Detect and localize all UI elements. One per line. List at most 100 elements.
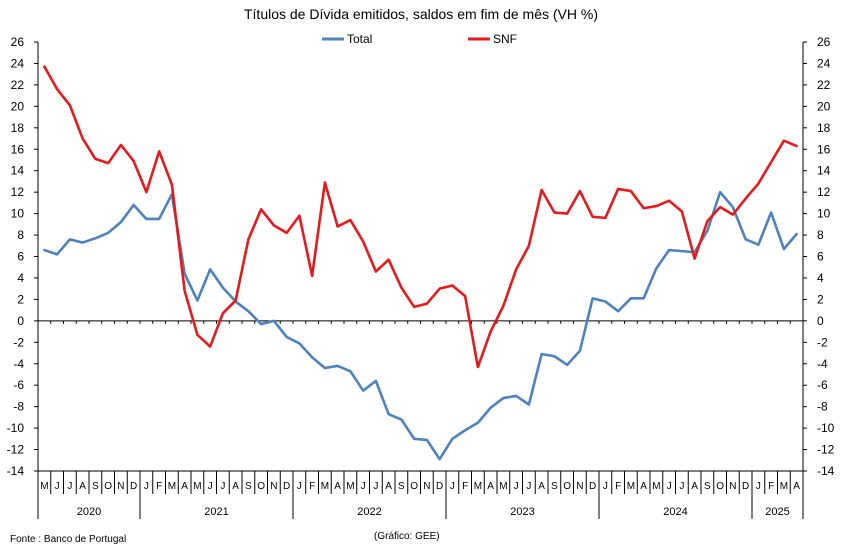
month-label: J — [144, 481, 149, 492]
month-label: M — [652, 481, 660, 492]
month-label: S — [398, 481, 405, 492]
month-label: D — [436, 481, 443, 492]
y-tick-label-left: 18 — [11, 121, 25, 135]
y-tick-label-left: -6 — [13, 378, 24, 392]
month-label: A — [334, 481, 341, 492]
y-tick-label-left: -12 — [7, 443, 25, 457]
month-label: A — [181, 481, 188, 492]
year-label: 2025 — [765, 506, 789, 518]
y-tick-label-left: 20 — [11, 99, 25, 113]
month-label: N — [423, 481, 430, 492]
month-label: M — [499, 481, 507, 492]
month-label: J — [450, 481, 455, 492]
month-label: M — [474, 481, 482, 492]
month-label: M — [627, 481, 635, 492]
month-label: A — [691, 481, 698, 492]
month-label: A — [640, 481, 647, 492]
y-tick-label-right: 0 — [817, 314, 824, 328]
y-tick-label-right: 6 — [817, 250, 824, 264]
year-label: 2022 — [357, 506, 381, 518]
y-tick-label-right: -8 — [817, 400, 828, 414]
source-note: Fonte : Banco de Portugal — [10, 534, 126, 545]
month-label: D — [589, 481, 596, 492]
month-label: D — [283, 481, 290, 492]
year-label: 2020 — [77, 506, 101, 518]
month-label: J — [526, 481, 531, 492]
month-label: F — [156, 481, 162, 492]
y-tick-label-right: 14 — [817, 164, 831, 178]
chart-title: Títulos de Dívida emitidos, saldos em fi… — [244, 6, 598, 22]
y-tick-label-left: 6 — [17, 250, 24, 264]
year-label: 2023 — [510, 506, 534, 518]
y-tick-label-left: 10 — [11, 207, 25, 221]
month-label: M — [40, 481, 48, 492]
month-label: A — [232, 481, 239, 492]
y-tick-label-right: 16 — [817, 142, 831, 156]
y-tick-label-right: -6 — [817, 378, 828, 392]
y-tick-label-left: -8 — [13, 400, 24, 414]
month-label: N — [576, 481, 583, 492]
y-tick-label-left: -14 — [7, 464, 25, 478]
y-tick-label-left: 24 — [11, 56, 25, 70]
month-label: N — [729, 481, 736, 492]
y-tick-label-right: 12 — [817, 185, 831, 199]
y-tick-label-left: -2 — [13, 335, 24, 349]
y-tick-label-right: 8 — [817, 228, 824, 242]
y-tick-label-right: -4 — [817, 357, 828, 371]
y-tick-label-right: 18 — [817, 121, 831, 135]
y-tick-label-left: 0 — [17, 314, 24, 328]
y-tick-label-left: 2 — [17, 292, 24, 306]
chart-credit: (Gráfico: GEE) — [374, 531, 440, 542]
y-tick-label-right: -2 — [817, 335, 828, 349]
legend-label-snf: SNF — [493, 32, 517, 46]
month-label: F — [462, 481, 468, 492]
month-label: F — [768, 481, 774, 492]
month-label: J — [55, 481, 60, 492]
y-tick-label-right: -12 — [817, 443, 835, 457]
y-tick-label-right: 26 — [817, 35, 831, 49]
month-label: S — [245, 481, 252, 492]
y-tick-label-right: 24 — [817, 56, 831, 70]
y-tick-label-right: 4 — [817, 271, 824, 285]
month-label: J — [667, 481, 672, 492]
month-label: O — [104, 481, 112, 492]
month-label: J — [756, 481, 761, 492]
month-label: O — [563, 481, 571, 492]
month-label: M — [780, 481, 788, 492]
y-tick-label-left: 8 — [17, 228, 24, 242]
month-label: J — [373, 481, 378, 492]
month-label: J — [361, 481, 366, 492]
month-label: O — [257, 481, 265, 492]
year-label: 2024 — [663, 506, 687, 518]
y-tick-label-right: 22 — [817, 78, 831, 92]
month-label: A — [79, 481, 86, 492]
month-label: A — [487, 481, 494, 492]
legend: Total SNF — [322, 32, 517, 46]
y-tick-label-right: 20 — [817, 99, 831, 113]
y-tick-label-left: -4 — [13, 357, 24, 371]
month-label: S — [551, 481, 558, 492]
month-label: D — [130, 481, 137, 492]
y-tick-label-right: -10 — [817, 421, 835, 435]
month-label: A — [538, 481, 545, 492]
month-label: D — [742, 481, 749, 492]
month-label: J — [603, 481, 608, 492]
month-label: J — [220, 481, 225, 492]
y-tick-label-right: 2 — [817, 292, 824, 306]
month-label: O — [410, 481, 418, 492]
y-tick-label-right: -14 — [817, 464, 835, 478]
y-tick-label-left: 14 — [11, 164, 25, 178]
month-label: O — [716, 481, 724, 492]
month-label: N — [270, 481, 277, 492]
month-label: F — [309, 481, 315, 492]
month-label: M — [168, 481, 176, 492]
series-line-snf — [43, 65, 798, 369]
series-line-total — [43, 190, 798, 461]
month-label: S — [92, 481, 99, 492]
y-tick-label-left: -10 — [7, 421, 25, 435]
y-tick-label-left: 4 — [17, 271, 24, 285]
